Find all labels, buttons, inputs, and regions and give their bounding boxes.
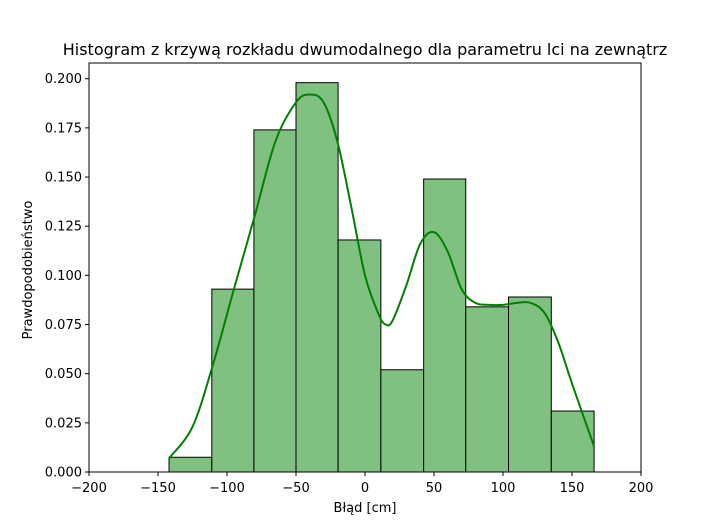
histogram-bar xyxy=(550,410,595,473)
histogram-bar xyxy=(380,369,425,473)
y-tick-label: 0.150 xyxy=(45,171,82,186)
histogram-bar xyxy=(508,296,552,473)
y-tick-label: 0.200 xyxy=(45,72,82,87)
y-axis: 0.000 0.025 0.050 0.075 0.100 0.125 0.150 0.175… xyxy=(45,72,89,481)
x-axis-label: Błąd [cm] xyxy=(334,501,397,516)
x-tick-label: −200 xyxy=(71,481,107,496)
x-tick-label: 0 xyxy=(361,481,369,496)
histogram-bar xyxy=(211,288,255,473)
histogram-bar xyxy=(168,456,213,473)
histogram-bar xyxy=(423,178,467,473)
x-tick-label: −100 xyxy=(209,481,245,496)
y-axis-label: Prawdopodobieństwo xyxy=(21,201,36,340)
y-tick-label: 0.000 xyxy=(45,466,82,481)
y-tick-label: 0.100 xyxy=(45,269,82,284)
density-curve xyxy=(168,93,596,459)
x-tick-label: 150 xyxy=(560,481,585,496)
histogram-bar xyxy=(337,239,382,473)
x-tick-label: −150 xyxy=(140,481,176,496)
x-axis: −200 −150 −100 −50 0 50 100 150 200 xyxy=(71,472,653,496)
y-tick-label: 0.075 xyxy=(45,318,82,333)
x-tick-label: −50 xyxy=(282,481,309,496)
x-tick-label: 100 xyxy=(491,481,516,496)
y-tick-label: 0.125 xyxy=(45,220,82,235)
y-tick-label: 0.175 xyxy=(45,121,82,136)
chart-title: Histogram z krzywą rozkładu dwumodalnego… xyxy=(63,40,668,59)
x-tick-label: 200 xyxy=(629,481,654,496)
y-tick-label: 0.050 xyxy=(45,367,82,382)
histogram-bars xyxy=(168,82,595,473)
histogram-bar xyxy=(465,306,510,473)
x-tick-label: 50 xyxy=(426,481,443,496)
y-tick-label: 0.025 xyxy=(45,416,82,431)
histogram-bar xyxy=(253,129,297,473)
histogram-bar xyxy=(295,82,339,473)
